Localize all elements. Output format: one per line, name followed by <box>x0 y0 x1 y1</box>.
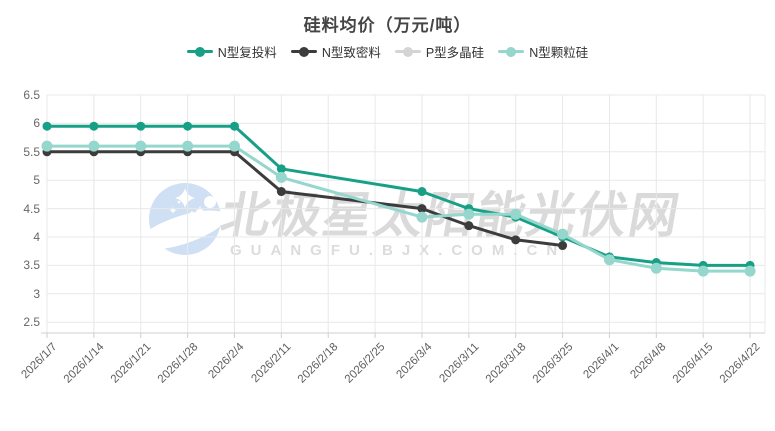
data-point <box>510 208 522 220</box>
legend-label: N型颗粒硅 <box>529 46 589 60</box>
data-point <box>558 241 568 251</box>
data-point <box>417 204 427 214</box>
data-point <box>650 262 662 274</box>
y-axis-label: 6.5 <box>23 88 40 102</box>
data-point <box>183 121 193 131</box>
y-axis-label: 2.5 <box>23 315 40 330</box>
data-point <box>603 254 615 266</box>
data-point <box>42 121 52 131</box>
data-point <box>511 235 521 245</box>
series-line-1 <box>45 150 565 247</box>
data-point <box>182 140 194 152</box>
data-point <box>136 121 146 131</box>
data-point <box>275 171 287 183</box>
legend-label: N型致密料 <box>321 46 381 60</box>
series-line-3 <box>45 144 752 273</box>
legend-line-dot-icon <box>394 46 421 57</box>
data-point <box>88 140 100 152</box>
legend-line-dot-icon <box>498 46 525 57</box>
y-axis-label: 5 <box>33 173 40 188</box>
legend-line-dot-icon <box>290 46 317 57</box>
y-axis-label: 3 <box>33 286 40 301</box>
data-point <box>463 208 475 220</box>
data-point <box>697 265 709 277</box>
y-axis-label: 4 <box>33 230 40 244</box>
y-axis-label: 5.5 <box>23 144 40 159</box>
legend-label: N型复投料 <box>217 46 277 60</box>
legend-item-n-futouliao[interactable]: N型复投料 <box>186 42 277 61</box>
legend-label: P型多晶硅 <box>425 46 485 60</box>
legend-line-dot-icon <box>186 46 213 57</box>
data-point <box>744 265 756 277</box>
legend-item-n-zhimiliao[interactable]: N型致密料 <box>290 42 381 61</box>
data-point <box>41 140 53 152</box>
data-point <box>464 221 474 231</box>
data-point <box>276 164 286 174</box>
data-point <box>135 140 147 152</box>
legend-item-n-keligui[interactable]: N型颗粒硅 <box>498 42 588 61</box>
y-axis-label: 4.5 <box>23 201 40 216</box>
legend: N型复投料 N型致密料 P型多晶硅 N型颗粒硅 <box>0 42 775 61</box>
data-point <box>229 121 239 131</box>
data-point <box>557 228 569 240</box>
y-axis-label: 6 <box>33 116 40 131</box>
data-point <box>276 187 286 197</box>
data-point <box>89 121 99 131</box>
data-point <box>417 187 427 197</box>
data-point <box>416 211 428 223</box>
chart-title: 硅料均价（万元/吨） <box>303 16 472 35</box>
series-line-0 <box>45 124 752 267</box>
legend-item-p-duojinggui[interactable]: P型多晶硅 <box>394 42 485 61</box>
y-axis-label: 3.5 <box>23 258 40 273</box>
data-point <box>228 140 240 152</box>
